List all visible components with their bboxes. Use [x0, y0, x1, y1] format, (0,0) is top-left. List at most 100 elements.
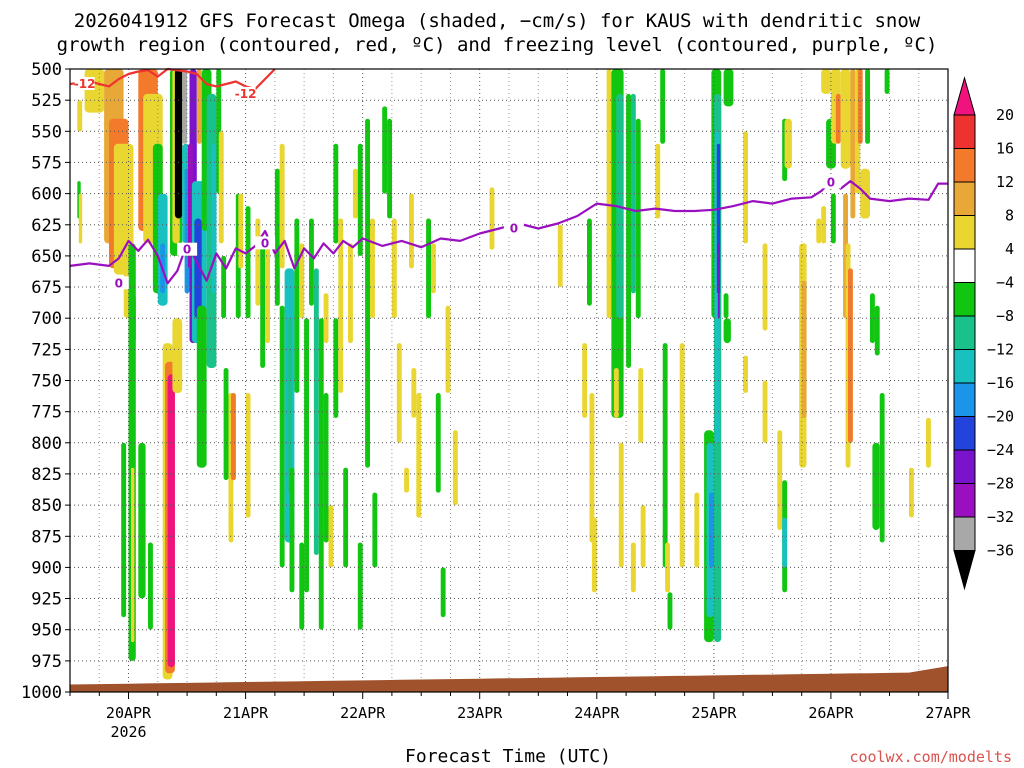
omega-cell — [723, 318, 731, 344]
omega-cell — [762, 243, 768, 331]
colorbar-swatch — [953, 483, 976, 518]
omega-cell — [709, 492, 714, 568]
colorbar-label: −16 — [987, 374, 1014, 392]
omega-cell — [238, 193, 244, 269]
colorbar-label: −4 — [996, 274, 1014, 292]
colorbar-label: 12 — [996, 173, 1014, 191]
omega-cell — [323, 393, 329, 543]
omega-cell — [660, 69, 666, 144]
freezing-contour-label-bg — [108, 276, 129, 290]
colorbar-swatch — [953, 382, 976, 417]
omega-cell — [352, 168, 358, 219]
x-axis-label: Forecast Time (UTC) — [405, 746, 611, 767]
freezing-contour-label-bg — [177, 242, 198, 256]
omega-cell — [857, 69, 863, 144]
colorbar-label: 20 — [996, 106, 1014, 124]
dgz-contour-line — [69, 67, 276, 90]
omega-cell — [626, 93, 631, 369]
omega-cell — [348, 243, 353, 344]
omega-cell — [333, 318, 339, 418]
omega-cell — [630, 542, 636, 593]
omega-cell — [211, 143, 217, 294]
omega-cell — [313, 268, 319, 555]
y-tick-label: 850 — [31, 496, 62, 516]
omega-cell — [801, 280, 807, 418]
omega-cell — [874, 305, 880, 356]
dgz-contour-label: -12 — [74, 77, 96, 91]
omega-cell — [274, 168, 280, 306]
x-tick-label: 20APR — [106, 704, 152, 722]
colorbar-label: −32 — [987, 508, 1014, 526]
omega-cell — [662, 343, 668, 568]
credit-link[interactable]: coolwx.com/modelts — [849, 748, 1012, 766]
colorbar-swatch — [953, 416, 976, 451]
omega-cell — [357, 143, 363, 256]
omega-cell — [613, 368, 619, 418]
omega-cell — [865, 69, 870, 144]
omega-cell — [138, 442, 146, 599]
colorbar-label: −36 — [987, 542, 1014, 560]
omega-cell — [287, 318, 292, 493]
colorbar-swatch — [953, 449, 976, 484]
omega-cell — [411, 368, 417, 418]
x-tick-label: 23APR — [457, 704, 503, 722]
omega-cell — [638, 368, 644, 443]
y-tick-label: 550 — [31, 122, 62, 142]
omega-cell — [635, 118, 641, 319]
colorbar-label: −8 — [996, 307, 1014, 325]
y-tick-label: 800 — [31, 434, 62, 454]
omega-cell — [343, 467, 349, 568]
omega-cell — [294, 218, 300, 393]
colorbar-swatch — [953, 349, 976, 384]
y-tick-label: 775 — [31, 403, 62, 423]
omega-cell — [723, 69, 734, 107]
omega-cell — [77, 100, 83, 132]
dgz-contour-label-bg — [74, 77, 95, 90]
freezing-contour-label: 0 — [827, 175, 835, 189]
y-tick-label: 575 — [31, 153, 62, 173]
omega-cell — [309, 218, 314, 306]
omega-cell — [245, 393, 251, 518]
omega-cell — [372, 492, 378, 568]
omega-cell — [131, 467, 135, 643]
omega-cell — [835, 93, 841, 144]
y-axis: 500 525 550 575 600 625 650 675 700 725 750 775 800 8… — [21, 60, 70, 703]
y-tick-label: 875 — [31, 527, 62, 547]
omega-cell — [221, 255, 227, 319]
omega-cell — [784, 118, 792, 169]
colorbar-arrow-bottom — [953, 550, 976, 591]
omega-cell — [872, 442, 880, 530]
omega-cell — [231, 393, 236, 481]
colorbar-label: −20 — [987, 408, 1014, 426]
omega-cell — [489, 187, 495, 250]
omega-cell — [265, 243, 270, 344]
omega-cell — [404, 467, 409, 493]
omega-cell — [723, 293, 729, 319]
omega-cell — [717, 243, 720, 319]
omega-cell — [333, 143, 339, 244]
y-tick-label: 625 — [31, 216, 62, 236]
plot-area: -12 -12 0 0 0 0 0 — [69, 67, 949, 693]
omega-cell — [640, 505, 646, 568]
omega-cell — [182, 69, 188, 144]
chart-title-line-2: growth region (contoured, red, ºC) and f… — [57, 34, 938, 56]
colorbar-legend: 20 16 12 8 4 −4 −8 −12 −16 −20 −24 −28 −32 −36 — [953, 76, 1014, 591]
omega-cell — [188, 143, 193, 269]
omega-cell — [694, 492, 700, 568]
omega-cell — [78, 193, 83, 244]
y-tick-label: 700 — [31, 309, 62, 329]
x-tick-label: 21APR — [223, 704, 269, 722]
omega-cell — [591, 517, 597, 593]
colorbar-label: −28 — [987, 475, 1014, 493]
colorbar-swatch — [953, 516, 976, 551]
y-tick-label: 650 — [31, 247, 62, 267]
omega-cell — [848, 268, 853, 443]
colorbar-swatch — [953, 248, 976, 283]
freezing-contour-label: 0 — [261, 236, 269, 250]
colorbar-swatch — [953, 181, 976, 216]
omega-cell — [299, 243, 305, 319]
colorbar-label: −24 — [987, 441, 1014, 459]
colorbar-label: 8 — [1005, 207, 1014, 225]
omega-cell — [174, 69, 183, 219]
